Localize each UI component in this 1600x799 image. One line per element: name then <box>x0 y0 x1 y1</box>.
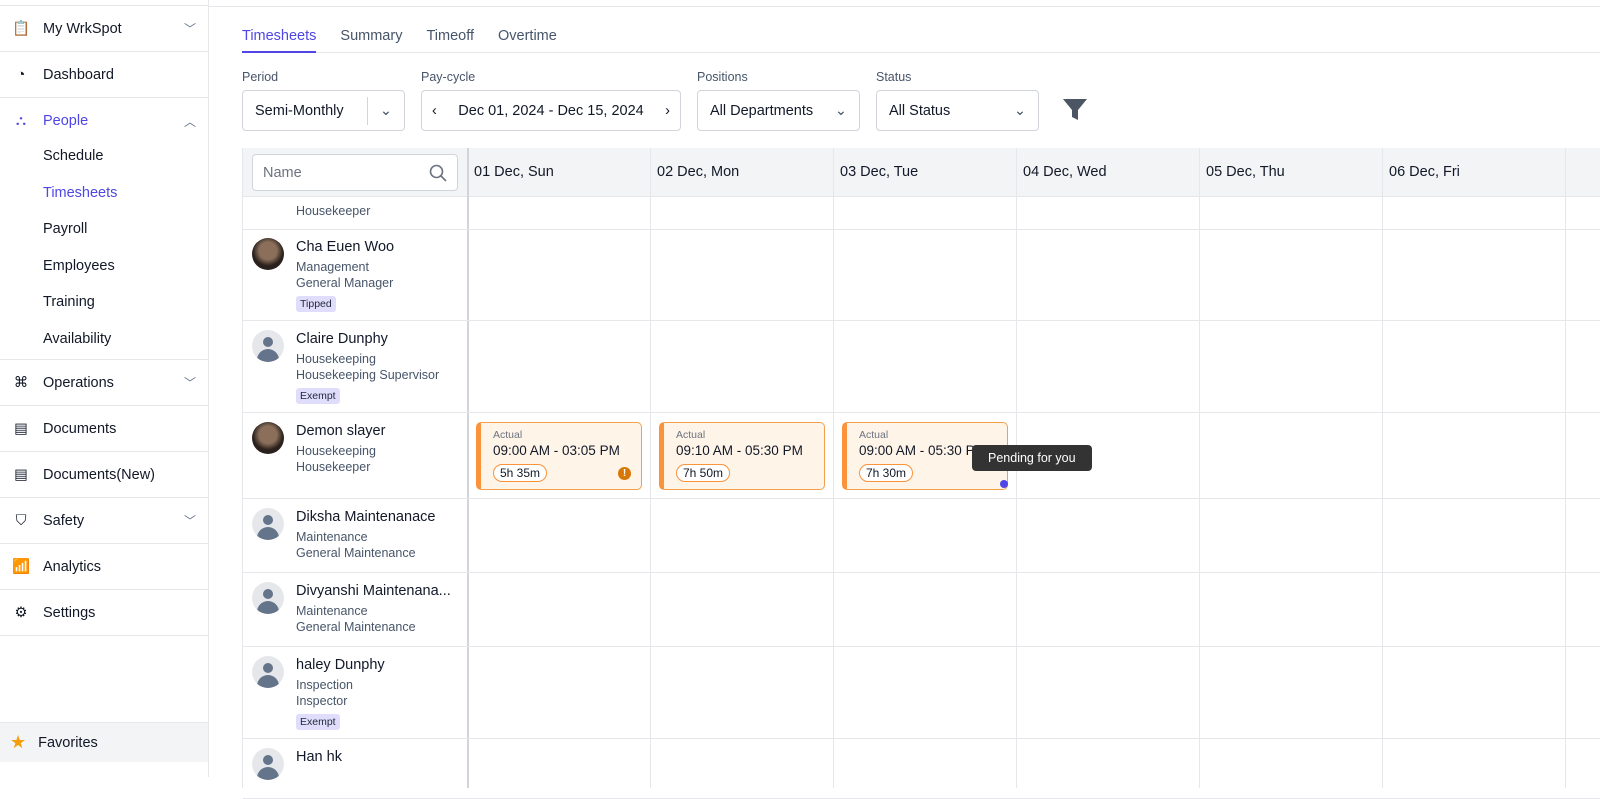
table-row: Demon slayer Housekeeping Housekeeper <box>243 413 1600 499</box>
hours-pill: 7h 30m <box>859 464 914 482</box>
avatar <box>252 656 284 688</box>
employee-name[interactable]: Cha Euen Woo <box>296 239 395 255</box>
tab-bar: Timesheets Summary Timeoff Overtime <box>242 24 1600 53</box>
employee-name[interactable]: Han hk <box>296 749 342 765</box>
name-search-input[interactable]: Name <box>252 154 458 191</box>
tab-timesheets[interactable]: Timesheets <box>242 24 317 53</box>
sidebar-item-favorites[interactable]: ★ Favorites <box>0 722 208 762</box>
period-label: Period <box>242 70 279 84</box>
tab-overtime[interactable]: Overtime <box>498 28 557 44</box>
sidebar-item-analytics[interactable]: 📶 Analytics <box>0 544 208 590</box>
employee-name[interactable]: haley Dunphy <box>296 657 385 673</box>
warning-icon: ! <box>618 467 631 480</box>
chevron-up-icon[interactable]: ︿ <box>183 114 196 129</box>
document-icon: ▤ <box>14 420 28 437</box>
avatar <box>252 748 284 780</box>
hours-pill: 7h 50m <box>676 464 731 482</box>
avatar <box>252 508 284 540</box>
tab-summary[interactable]: Summary <box>340 28 403 44</box>
gear-icon: ⚙ <box>14 604 28 621</box>
day-header: 01 Dec, Sun <box>474 164 554 180</box>
chevron-down-icon: ⌄ <box>1013 102 1026 119</box>
star-icon: ★ <box>10 732 27 752</box>
sidebar-subitem-availability[interactable]: Availability <box>43 330 112 347</box>
document-icon: ▤ <box>14 466 28 483</box>
pie-chart-icon: ◔ <box>16 66 26 83</box>
operations-icon: ⌘ <box>13 374 29 391</box>
positions-select[interactable]: All Departments ⌄ <box>697 90 860 131</box>
table-row: Diksha Maintenanace Maintenance General Ma… <box>243 499 1600 573</box>
sidebar-item-dashboard[interactable]: ◔ Dashboard <box>0 52 208 98</box>
sidebar-item-documents[interactable]: ▤ Documents <box>0 406 208 452</box>
day-header: 04 Dec, Wed <box>1023 164 1107 180</box>
sidebar-subitem-payroll[interactable]: Payroll <box>43 221 88 238</box>
chevron-down-icon: ⌄ <box>834 102 847 119</box>
chevron-down-icon[interactable]: ﹀ <box>183 514 196 528</box>
employee-name[interactable]: Demon slayer <box>296 423 386 439</box>
table-row: haley Dunphy Inspection Inspector Exempt <box>243 647 1600 739</box>
sidebar-subitem-timesheets[interactable]: Timesheets <box>43 184 118 201</box>
employee-name[interactable]: Divyanshi Maintenana... <box>296 583 451 599</box>
sidebar-item-documents-new-[interactable]: ▤ Documents(New) <box>0 452 208 498</box>
people-icon: ⛬ <box>15 113 27 129</box>
search-icon <box>429 164 447 182</box>
table-row: Housekeeper <box>243 197 1600 230</box>
main: Timesheets Summary Timeoff Overtime Period … <box>209 0 1600 799</box>
chevron-right-icon[interactable]: › <box>665 102 670 119</box>
avatar <box>252 238 284 270</box>
sidebar-subitem-training[interactable]: Training <box>43 294 95 311</box>
analytics-icon: 📶 <box>11 559 31 575</box>
hours-pill: 5h 35m <box>493 464 548 482</box>
day-header: 05 Dec, Thu <box>1206 164 1285 180</box>
avatar <box>252 330 284 362</box>
employee-name[interactable]: Claire Dunphy <box>296 331 388 347</box>
tab-timeoff[interactable]: Timeoff <box>426 28 474 44</box>
day-header: 03 Dec, Tue <box>840 164 919 180</box>
day-header: 06 Dec, Fri <box>1389 164 1460 180</box>
chevron-down-icon[interactable]: ﹀ <box>183 376 196 390</box>
avatar <box>252 582 284 614</box>
employee-name[interactable]: Diksha Maintenanace <box>296 509 436 525</box>
day-header: 02 Dec, Mon <box>657 164 740 180</box>
paycycle-picker[interactable]: ‹ Dec 01, 2024 - Dec 15, 2024 › <box>421 90 681 131</box>
chevron-down-icon: ⌄ <box>366 96 392 125</box>
clipboard-icon: 📋 <box>11 21 31 37</box>
shift-card[interactable]: Actual 09:00 AM - 03:05 PM 5h 35m! <box>476 422 642 490</box>
table-row: Han hk <box>243 739 1600 799</box>
filter-icon[interactable] <box>1062 98 1088 122</box>
sidebar-subitem-employees[interactable]: Employees <box>43 257 115 274</box>
status-label: Status <box>876 70 912 84</box>
sidebar-item-my-wrkspot[interactable]: 📋 My WrkSpot ﹀ <box>0 6 208 52</box>
shift-card[interactable]: Actual 09:10 AM - 05:30 PM 7h 50m <box>659 422 825 490</box>
paycycle-label: Pay-cycle <box>421 70 476 84</box>
shield-icon: ⛉ <box>15 512 27 529</box>
positions-label: Positions <box>697 70 748 84</box>
table-row: Divyanshi Maintenana... Maintenance Genera… <box>243 573 1600 647</box>
timesheet-grid: Name 01 Dec, Sun 02 Dec, Mon 03 Dec, Tue 04… <box>242 148 1600 799</box>
chevron-down-icon[interactable]: ﹀ <box>183 22 196 36</box>
table-row: Cha Euen Woo Management General Manager Tip… <box>243 229 1600 321</box>
pending-dot-icon <box>1000 480 1008 488</box>
sidebar-item-operations[interactable]: ⌘ Operations ﹀ <box>0 360 208 406</box>
sidebar-item-safety[interactable]: ⛉ Safety ﹀ <box>0 498 208 544</box>
chevron-left-icon[interactable]: ‹ <box>432 102 437 119</box>
status-badge: Exempt <box>296 388 340 404</box>
sidebar-item-people[interactable]: ⛬ People ︿ <box>0 98 208 144</box>
table-row: Claire Dunphy Housekeeping Housekeeping Su… <box>243 321 1600 413</box>
status-badge: Exempt <box>296 714 340 730</box>
avatar <box>252 422 284 454</box>
status-select[interactable]: All Status ⌄ <box>876 90 1039 131</box>
status-badge: Tipped <box>296 296 336 312</box>
sidebar-subitem-schedule[interactable]: Schedule <box>43 148 104 165</box>
tooltip: Pending for you <box>972 445 1092 471</box>
sidebar: 📋 My WrkSpot ﹀ ◔ Dashboard ⛬ People ︿ Schedule Ti… <box>0 0 209 777</box>
sidebar-item-settings[interactable]: ⚙ Settings <box>0 590 208 636</box>
period-select[interactable]: Semi-Monthly ⌄ <box>242 90 405 131</box>
